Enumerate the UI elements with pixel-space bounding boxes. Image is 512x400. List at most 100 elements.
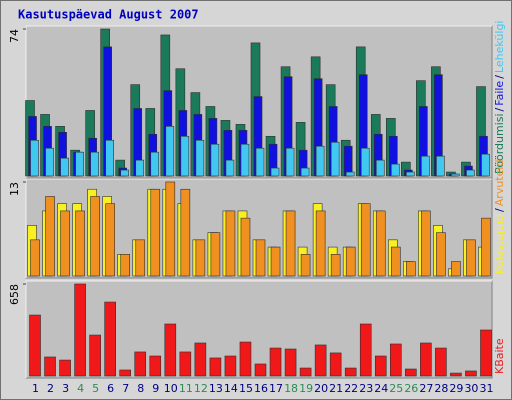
panel (25, 280, 493, 379)
bar (300, 167, 310, 177)
x-tick-label: 13 (209, 382, 223, 395)
bar (194, 342, 207, 377)
bar (239, 341, 252, 377)
bar (360, 147, 370, 177)
x-tick-label: 26 (404, 382, 418, 395)
bar (254, 363, 267, 377)
bar (165, 126, 175, 177)
bar (345, 171, 355, 177)
bar (481, 153, 490, 177)
legend-separator: / (493, 75, 506, 79)
bar (390, 246, 401, 277)
bar (451, 261, 461, 277)
chart-title: Kasutuspäevad August 2007 (18, 8, 199, 22)
bar (179, 351, 192, 377)
bar (89, 334, 101, 377)
bar (270, 246, 281, 277)
bar (255, 239, 266, 277)
bar (314, 344, 327, 377)
bar (119, 369, 132, 377)
x-tick-label: 5 (92, 382, 99, 395)
bar (120, 169, 130, 177)
bar (75, 151, 84, 177)
bar (481, 217, 491, 277)
bar (195, 239, 206, 277)
panel-edge (25, 280, 492, 378)
bar (75, 210, 85, 277)
x-tick-label: 14 (224, 382, 238, 395)
x-tick-label: 6 (107, 382, 114, 395)
y-tick-label: 658 (8, 284, 21, 305)
bar (105, 139, 114, 177)
bar (240, 217, 251, 277)
bar (420, 342, 432, 377)
bar (390, 163, 400, 177)
bar (30, 139, 39, 177)
x-tick-label: 29 (449, 382, 463, 395)
bar (269, 347, 282, 377)
bar (135, 159, 145, 177)
x-tick-label: 21 (329, 382, 343, 395)
legend-entry: Külastajaid (493, 214, 506, 274)
bar (180, 188, 191, 277)
bar (59, 359, 71, 377)
bar (345, 246, 356, 277)
x-tick-label: 28 (434, 382, 448, 395)
bar (344, 367, 357, 377)
bar (135, 239, 146, 277)
x-tick-label: 4 (77, 382, 84, 395)
y-tick-label: 74 (8, 29, 21, 43)
bar (465, 370, 477, 377)
x-tick-label: 30 (464, 382, 478, 395)
bar (389, 343, 402, 377)
bar (210, 143, 220, 177)
x-tick-label: 10 (164, 382, 178, 395)
bar (45, 147, 54, 177)
bar (375, 159, 385, 177)
x-tick-label: 22 (344, 382, 358, 395)
bar (421, 155, 430, 177)
x-tick-label: 3 (62, 382, 69, 395)
legend-separator: / (493, 208, 506, 212)
legend-entry: Arvuteid (493, 160, 506, 207)
legend-separator: / (493, 107, 506, 111)
bar (315, 145, 325, 177)
bar (90, 151, 99, 177)
bar (30, 239, 40, 277)
bar (330, 141, 340, 177)
x-tick-label: 27 (419, 382, 433, 395)
legend-entry: Faile (493, 81, 506, 106)
bar (466, 239, 476, 277)
bar (60, 210, 70, 277)
x-tick-label: 12 (194, 382, 208, 395)
bar (406, 261, 416, 277)
x-tick-label: 11 (179, 382, 193, 395)
x-tick-label: 25 (389, 382, 403, 395)
bar (60, 157, 69, 177)
bar (120, 254, 131, 277)
x-tick-label: 18 (284, 382, 298, 395)
bar (165, 181, 176, 277)
bar (225, 159, 235, 177)
x-tick-label: 23 (359, 382, 373, 395)
legend: Külastajaid /Arvuteid (493, 160, 506, 274)
bar (299, 367, 312, 377)
bar (300, 254, 311, 277)
bar (164, 323, 177, 377)
bar (466, 169, 475, 177)
bar (134, 351, 147, 377)
bar (343, 145, 353, 177)
bar (285, 210, 296, 277)
bar (255, 147, 265, 177)
x-tick-label: 24 (374, 382, 388, 395)
bar (180, 135, 190, 177)
bar (329, 352, 342, 377)
bar (240, 143, 250, 177)
bar (359, 323, 372, 377)
x-tick-label: 7 (122, 382, 129, 395)
x-tick-label: 1 (32, 382, 39, 395)
bar (360, 203, 371, 277)
x-tick-label: 8 (137, 382, 144, 395)
bar (90, 196, 100, 277)
y-tick-label: 13 (8, 182, 21, 196)
